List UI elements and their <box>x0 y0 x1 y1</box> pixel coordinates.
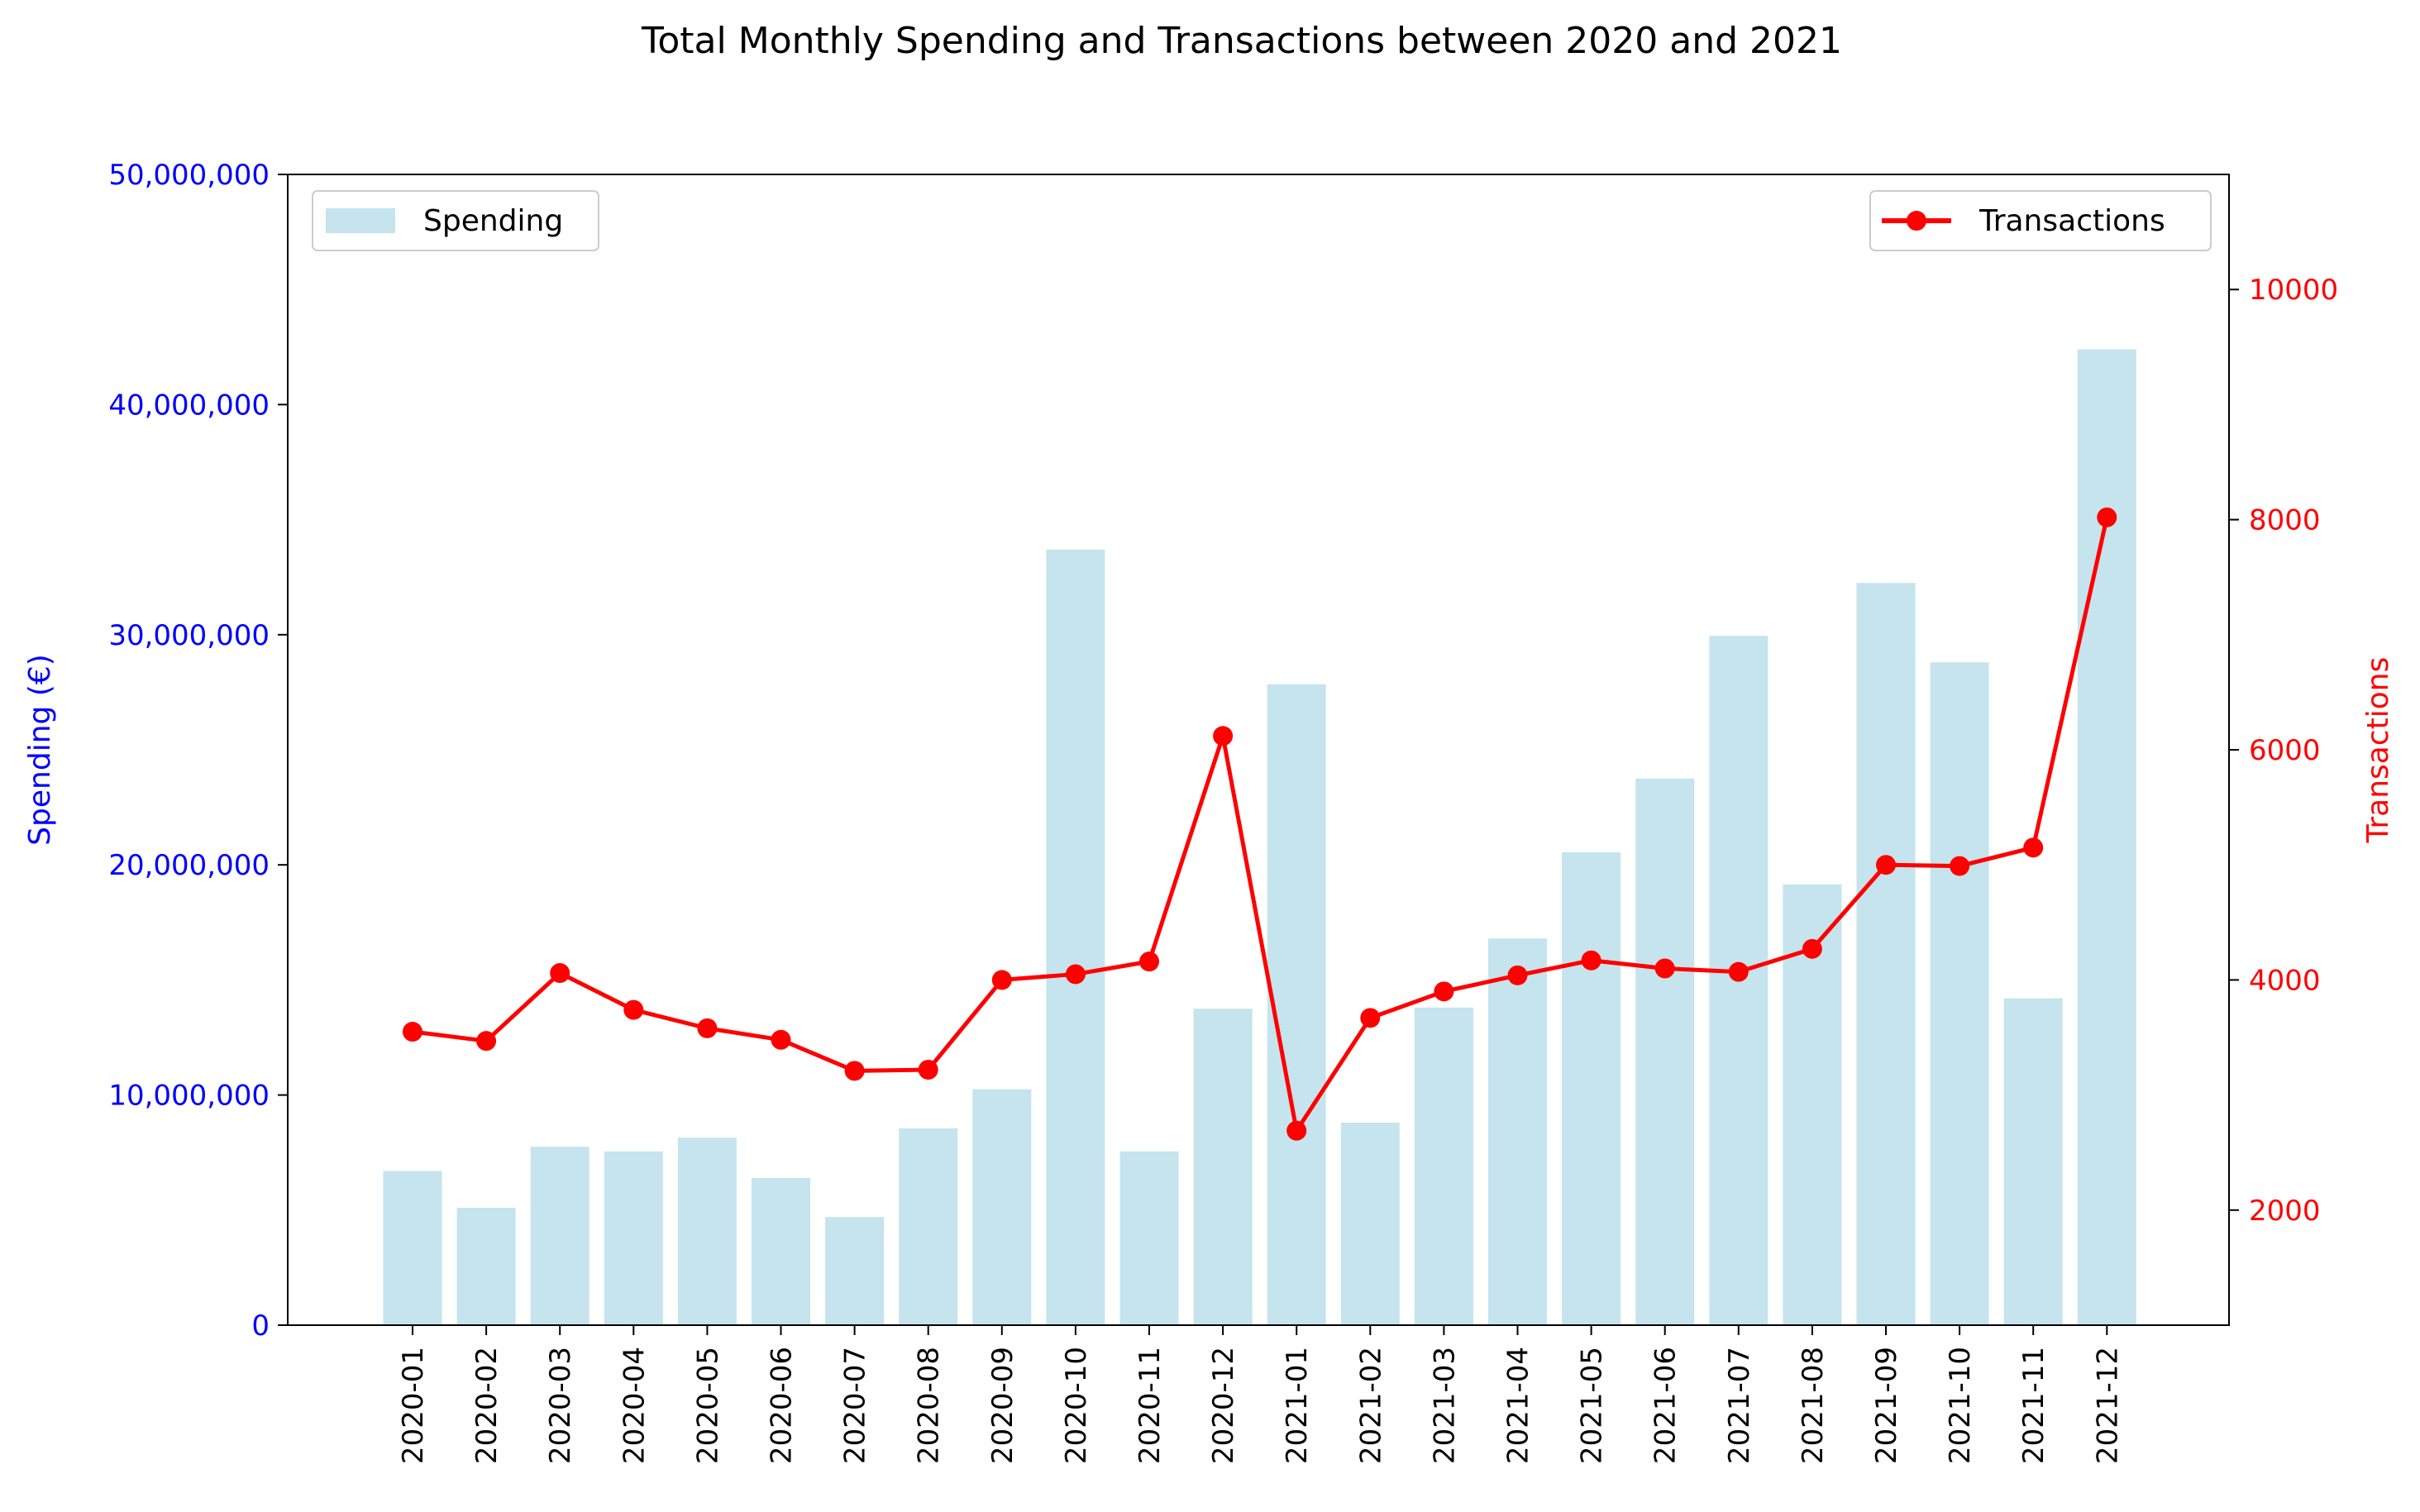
tick-label-left: 0 <box>251 1309 270 1343</box>
point-2021-12 <box>2097 507 2117 527</box>
point-2020-03 <box>550 963 570 984</box>
transactions-line <box>403 507 2117 1141</box>
tick-label-x: 2021-05 <box>1576 1347 1609 1464</box>
tick-label-x: 2021-12 <box>2091 1347 2124 1464</box>
bar-2020-12 <box>1193 1009 1253 1325</box>
tick-label-right: 8000 <box>2249 504 2321 537</box>
tick-label-x: 2021-04 <box>1502 1347 1535 1464</box>
bar-2021-12 <box>2077 349 2136 1326</box>
bar-2020-09 <box>972 1089 1032 1325</box>
legend-spending: Spending <box>312 190 599 251</box>
tick-label-x: 2021-07 <box>1723 1347 1756 1464</box>
point-2021-03 <box>1434 981 1454 1002</box>
point-2021-11 <box>2023 837 2044 858</box>
tick-label-x: 2020-12 <box>1207 1347 1240 1464</box>
tick-label-left: 50,000,000 <box>108 159 270 192</box>
bar-2020-11 <box>1119 1151 1179 1325</box>
bar-2020-03 <box>530 1147 589 1325</box>
x-axis-ticks: 2020-01 2020-02 2020-03 2020-04 2020-05 2020-… <box>397 1325 2124 1464</box>
tick-label-right: 6000 <box>2249 734 2321 767</box>
transactions-series-line <box>412 517 2109 1133</box>
bar-2020-05 <box>677 1138 737 1325</box>
point-2020-11 <box>1139 952 1159 972</box>
tick-label-x: 2020-05 <box>691 1347 724 1464</box>
legend-transactions-marker <box>1907 211 1926 231</box>
bar-2021-09 <box>1856 583 1916 1325</box>
bar-2020-06 <box>752 1177 810 1325</box>
legend-spending-swatch <box>326 208 395 233</box>
bar-2021-02 <box>1340 1123 1400 1325</box>
point-2021-08 <box>1802 938 1822 959</box>
point-2021-10 <box>1950 856 1970 876</box>
tick-label-x: 2021-09 <box>1870 1347 1903 1464</box>
tick-label-left: 10,000,000 <box>108 1080 270 1113</box>
tick-label-right: 2000 <box>2249 1195 2321 1228</box>
point-2020-06 <box>771 1029 791 1050</box>
tick-label-right: 10000 <box>2249 274 2338 307</box>
legend-transactions: Transactions <box>1869 190 2212 251</box>
point-2020-04 <box>623 999 644 1020</box>
left-axis-ticks: 0 10,000,000 20,000,000 30,000,000 40,000,00… <box>108 159 288 1343</box>
point-2020-08 <box>918 1059 938 1080</box>
tick-label-x: 2020-02 <box>470 1347 504 1464</box>
tick-label-x: 2020-09 <box>986 1347 1019 1464</box>
tick-label-right: 4000 <box>2249 964 2321 997</box>
bar-2020-10 <box>1046 549 1105 1325</box>
legend-transactions-box <box>1869 190 2212 251</box>
point-2020-01 <box>403 1022 422 1042</box>
point-2021-01 <box>1286 1120 1307 1141</box>
point-2020-07 <box>844 1061 865 1081</box>
y-axis-label-right: Transactions <box>2361 657 2395 844</box>
y-axis-label-left: Spending (€) <box>23 654 57 846</box>
tick-label-x: 2020-03 <box>544 1347 577 1464</box>
tick-label-x: 2020-04 <box>618 1347 651 1464</box>
tick-label-x: 2020-01 <box>397 1347 430 1464</box>
legend-spending-box <box>312 190 599 251</box>
point-2021-04 <box>1507 965 1528 985</box>
point-2021-02 <box>1360 1008 1381 1028</box>
point-2020-09 <box>991 970 1012 990</box>
bar-2021-10 <box>1930 662 1989 1325</box>
legend-spending-label: Spending <box>423 204 563 238</box>
right-axis-ticks: 2000 4000 6000 8000 10000 <box>2229 274 2338 1228</box>
bar-2020-07 <box>825 1217 885 1325</box>
tick-label-x: 2020-07 <box>839 1347 872 1464</box>
point-2020-02 <box>476 1031 497 1052</box>
point-2021-06 <box>1654 958 1675 979</box>
tick-label-left: 40,000,000 <box>108 389 270 422</box>
tick-label-x: 2021-01 <box>1281 1347 1314 1464</box>
bar-2021-01 <box>1267 684 1326 1325</box>
chart-title: Total Monthly Spending and Transactions … <box>641 20 1842 62</box>
bar-2020-08 <box>899 1128 958 1325</box>
bar-2021-11 <box>2003 998 2063 1325</box>
tick-label-x: 2021-06 <box>1649 1347 1683 1464</box>
tick-label-x: 2020-11 <box>1134 1347 1167 1464</box>
bar-2021-05 <box>1562 851 1621 1325</box>
tick-label-left: 30,000,000 <box>108 619 270 652</box>
bar-2021-04 <box>1488 938 1547 1325</box>
point-2021-05 <box>1581 950 1601 971</box>
point-2020-10 <box>1065 964 1086 985</box>
bar-2020-02 <box>456 1208 516 1325</box>
bar-2020-04 <box>604 1151 663 1325</box>
tick-label-x: 2021-02 <box>1354 1347 1387 1464</box>
tick-label-x: 2020-08 <box>913 1347 946 1464</box>
legend-transactions-label: Transactions <box>1978 204 2165 238</box>
point-2021-09 <box>1876 855 1896 875</box>
tick-label-x: 2021-03 <box>1428 1347 1461 1464</box>
point-2020-12 <box>1213 726 1234 746</box>
tick-label-left: 20,000,000 <box>108 849 270 882</box>
point-2020-05 <box>697 1018 718 1038</box>
tick-label-x: 2021-11 <box>2017 1347 2050 1464</box>
spending-bars <box>383 349 2136 1326</box>
tick-label-x: 2020-10 <box>1060 1347 1093 1464</box>
tick-label-x: 2021-08 <box>1797 1347 1830 1464</box>
bar-2021-03 <box>1414 1007 1473 1325</box>
point-2021-07 <box>1728 961 1749 982</box>
tick-label-x: 2020-06 <box>766 1347 799 1464</box>
bar-2021-06 <box>1635 778 1695 1325</box>
tick-label-x: 2021-10 <box>1944 1347 1977 1464</box>
bar-2020-01 <box>383 1171 442 1325</box>
